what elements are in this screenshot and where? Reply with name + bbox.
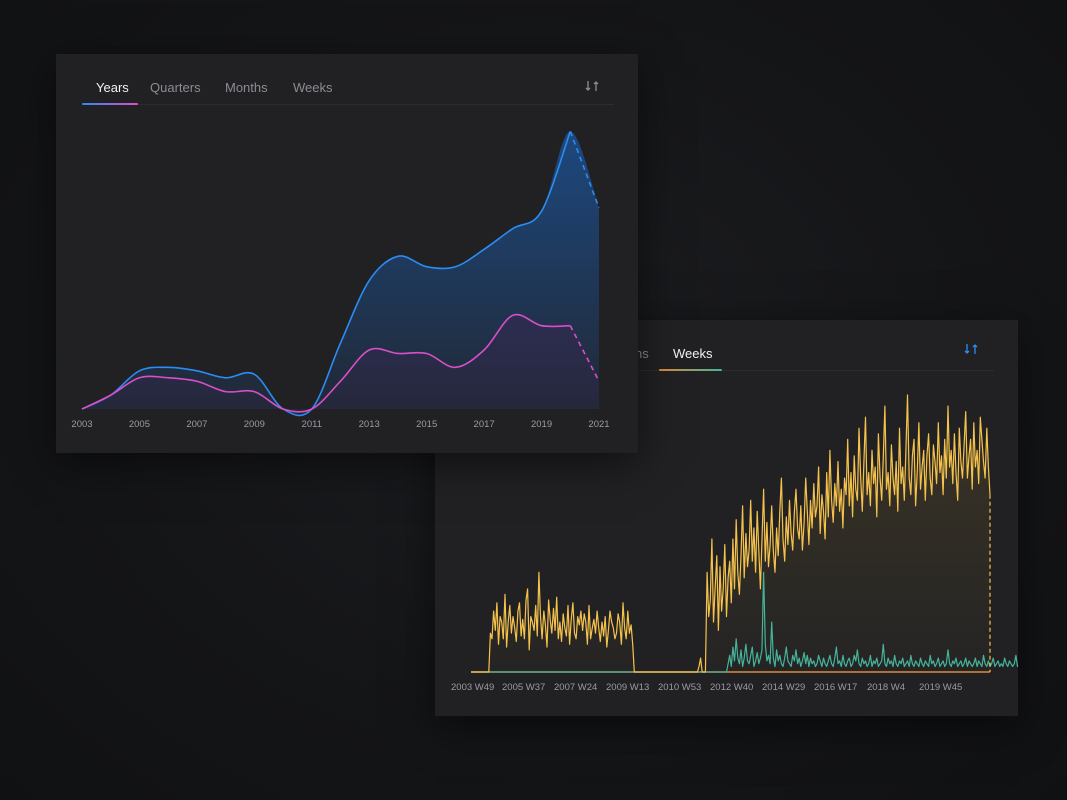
swap-arrows-icon[interactable]	[584, 78, 600, 94]
tab-months-partial[interactable]: ns	[635, 346, 649, 361]
series-2-line	[81, 313, 571, 413]
x-tick-label: 2017	[474, 419, 495, 430]
x-tick-label: 2012 W40	[710, 682, 753, 693]
x-tick-label: 2021	[588, 419, 609, 430]
series-1-projection	[569, 131, 600, 208]
years-chart-card: 2003 2005 2007 2009 2011 2013 2015 2017 2019 2021…	[56, 54, 638, 453]
x-tick-label: 2005 W37	[502, 682, 545, 693]
x-tick-label: 2010 W53	[658, 682, 701, 693]
x-tick-label: 2009	[244, 419, 265, 430]
x-tick-label: 2018 W4	[867, 682, 905, 693]
active-tab-underline	[659, 369, 722, 371]
series-1-area	[82, 131, 599, 416]
x-tick-label: 2016 W17	[814, 682, 857, 693]
x-tick-label: 2007	[186, 419, 207, 430]
x-tick-label: 2019	[531, 419, 552, 430]
x-tick-label: 2013	[359, 419, 380, 430]
x-tick-label: 2014 W29	[762, 682, 805, 693]
tab-years[interactable]: Years	[96, 80, 129, 95]
series-1-line	[471, 394, 991, 673]
tab-weeks[interactable]: Weeks	[293, 80, 333, 95]
tab-quarters[interactable]: Quarters	[150, 80, 201, 95]
series-1-line	[81, 131, 572, 417]
x-tick-label: 2011	[302, 419, 322, 430]
series-1-area	[471, 395, 990, 672]
x-tick-label: 2005	[129, 419, 150, 430]
x-tick-label: 2003 W49	[451, 682, 494, 693]
weeks-chart: 2003 W49 2005 W37 2007 W24 2009 W13 2010 W53…	[451, 394, 1018, 693]
x-tick-label: 2007 W24	[554, 682, 597, 693]
swap-arrows-icon[interactable]	[963, 341, 979, 357]
x-tick-label: 2009 W13	[606, 682, 649, 693]
series-2-line	[471, 571, 1018, 673]
series-2-projection	[569, 325, 600, 382]
x-tick-label: 2015	[416, 419, 437, 430]
tab-weeks[interactable]: Weeks	[673, 346, 713, 361]
weeks-card-tabs: ns Weeks	[461, 320, 994, 371]
tab-months[interactable]: Months	[225, 80, 268, 95]
x-tick-label: 2019 W45	[919, 682, 962, 693]
years-chart: 2003 2005 2007 2009 2011 2013 2015 2017 2019 2021	[71, 131, 610, 430]
years-card-tabs: Years Quarters Months Weeks	[82, 54, 614, 105]
x-tick-label: 2003	[71, 419, 92, 430]
active-tab-underline	[82, 103, 138, 105]
